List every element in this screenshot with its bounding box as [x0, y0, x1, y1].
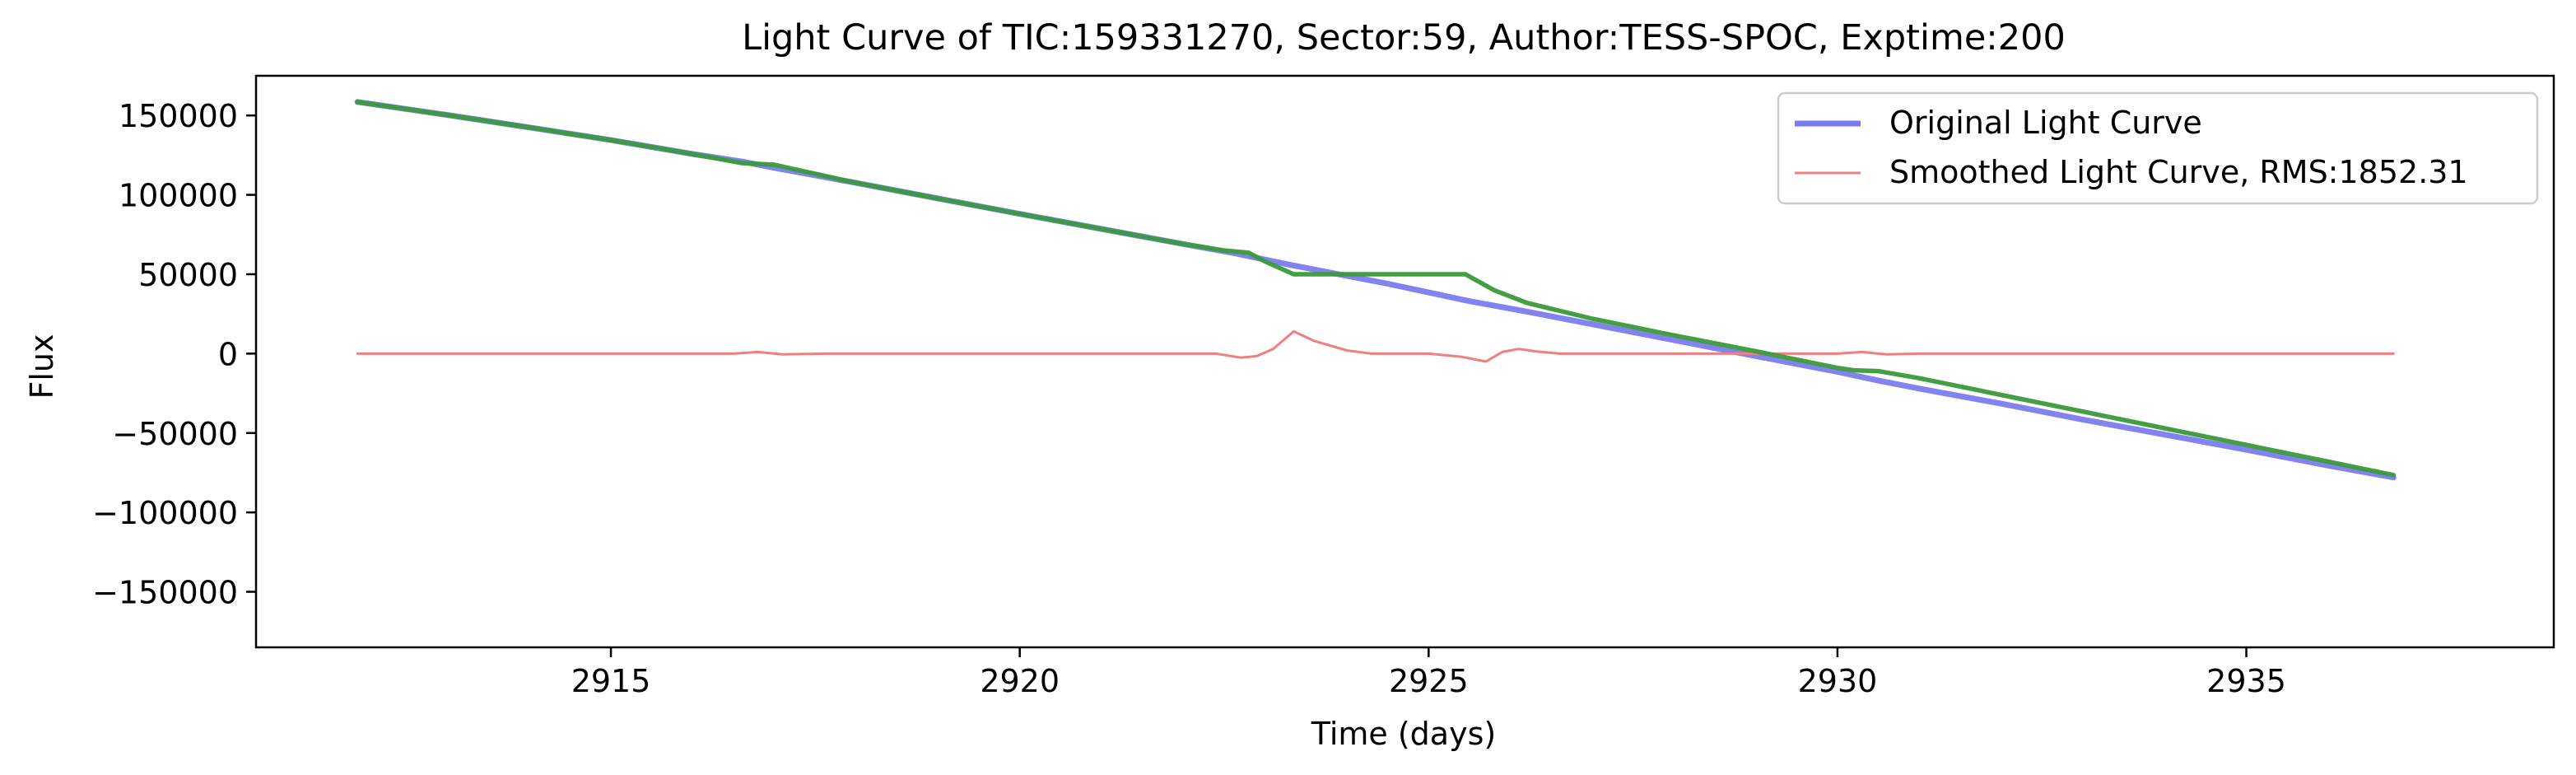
- legend-label-smoothed: Smoothed Light Curve, RMS:1852.31: [1889, 154, 2468, 190]
- series-line-2: [356, 329, 2395, 363]
- x-tick-label: 2920: [980, 663, 1060, 699]
- legend-frame: [1777, 91, 2539, 205]
- x-axis-label: Time (days): [1311, 716, 1496, 752]
- x-tick-label: 2930: [1798, 663, 1878, 699]
- legend: Original Light Curve Smoothed Light Curv…: [1777, 91, 2539, 205]
- x-axis-ticks: 2915 2920 2925 2930 2935: [571, 647, 2286, 699]
- plot-frame: [254, 74, 2555, 649]
- y-tick-label: 0: [218, 336, 238, 372]
- series-line-3: [355, 100, 2397, 478]
- x-tick-label: 2935: [2206, 663, 2286, 699]
- legend-label-original: Original Light Curve: [1889, 105, 2202, 141]
- y-tick-label: 50000: [138, 257, 238, 293]
- y-tick-label: 150000: [119, 98, 238, 134]
- y-tick-label: −50000: [112, 416, 238, 452]
- series-layer: [354, 99, 2397, 481]
- y-axis-label: Flux: [24, 334, 60, 399]
- y-tick-label: −150000: [92, 575, 238, 611]
- y-axis-ticks: 150000 100000 50000 0 −50000 −100000 −150000: [92, 98, 256, 611]
- x-tick-label: 2915: [571, 663, 651, 699]
- y-tick-label: −100000: [92, 495, 238, 531]
- y-tick-label: 100000: [119, 178, 238, 214]
- chart-title: Light Curve of TIC:159331270, Sector:59,…: [742, 17, 2066, 58]
- x-tick-label: 2925: [1389, 663, 1469, 699]
